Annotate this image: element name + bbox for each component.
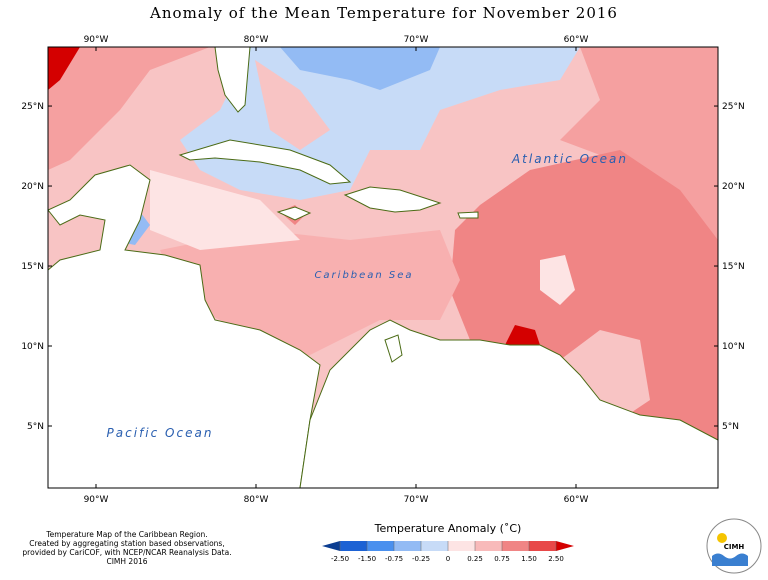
- logo: CIMH: [706, 518, 762, 574]
- colorbar-segment: [448, 541, 475, 551]
- legend-title: Temperature Anomaly (˚C): [374, 522, 522, 535]
- lat-label: 15°N: [21, 262, 44, 272]
- lat-label: 20°N: [21, 182, 44, 192]
- credit-line: CIMH 2016: [106, 557, 147, 566]
- colorbar-label: 0.75: [494, 555, 510, 563]
- lon-label: 90°W: [84, 35, 109, 45]
- colorbar-end: [322, 541, 340, 551]
- colorbar-segment: [394, 541, 421, 551]
- credit-line: provided by CariCOF, with NCEP/NCAR Rean…: [22, 548, 231, 557]
- lon-label: 70°W: [404, 495, 429, 505]
- logo-text: CIMH: [724, 543, 745, 551]
- lat-label: 15°N: [722, 262, 745, 272]
- lon-label: 60°W: [564, 35, 589, 45]
- colorbar-segment: [475, 541, 502, 551]
- colorbar-segment: [421, 541, 448, 551]
- map-frame: [47, 46, 719, 489]
- colorbar-end: [556, 541, 574, 551]
- lon-label: 90°W: [84, 495, 109, 505]
- title: Anomaly of the Mean Temperature for Nove…: [149, 4, 618, 22]
- colorbar-label: -0.75: [385, 555, 403, 563]
- colorbar-label: 0.25: [467, 555, 483, 563]
- lon-label: 60°W: [564, 495, 589, 505]
- colorbar-segment: [340, 541, 367, 551]
- colorbar-label: -2.50: [331, 555, 349, 563]
- logo-waves: [712, 553, 748, 566]
- sea-label: Caribbean Sea: [314, 270, 413, 281]
- lat-label: 25°N: [722, 102, 745, 112]
- lon-label: 80°W: [244, 35, 269, 45]
- lat-label: 25°N: [21, 102, 44, 112]
- lon-label: 70°W: [404, 35, 429, 45]
- credit: Temperature Map of the Caribbean Region.…: [22, 530, 231, 566]
- lat-label: 20°N: [722, 182, 745, 192]
- colorbar-segment: [502, 541, 529, 551]
- lat-label: 5°N: [27, 422, 44, 432]
- colorbar-label: 0: [446, 555, 450, 563]
- lat-label: 10°N: [722, 342, 745, 352]
- map-field: [48, 47, 718, 488]
- colorbar-label: 1.50: [521, 555, 537, 563]
- colorbar-segment: [529, 541, 556, 551]
- colorbar-label: -1.50: [358, 555, 376, 563]
- lat-label: 5°N: [722, 422, 739, 432]
- credit-line: Temperature Map of the Caribbean Region.: [45, 530, 207, 539]
- lon-label: 80°W: [244, 495, 269, 505]
- logo-sun: [717, 533, 727, 543]
- ocean-label: Pacific Ocean: [107, 426, 214, 440]
- credit-line: Created by aggregating station based obs…: [29, 539, 224, 548]
- lat-label: 10°N: [21, 342, 44, 352]
- colorbar-label: -0.25: [412, 555, 430, 563]
- colorbar-label: 2.50: [548, 555, 564, 563]
- ocean-label: Atlantic Ocean: [511, 152, 628, 166]
- colorbar-segment: [367, 541, 394, 551]
